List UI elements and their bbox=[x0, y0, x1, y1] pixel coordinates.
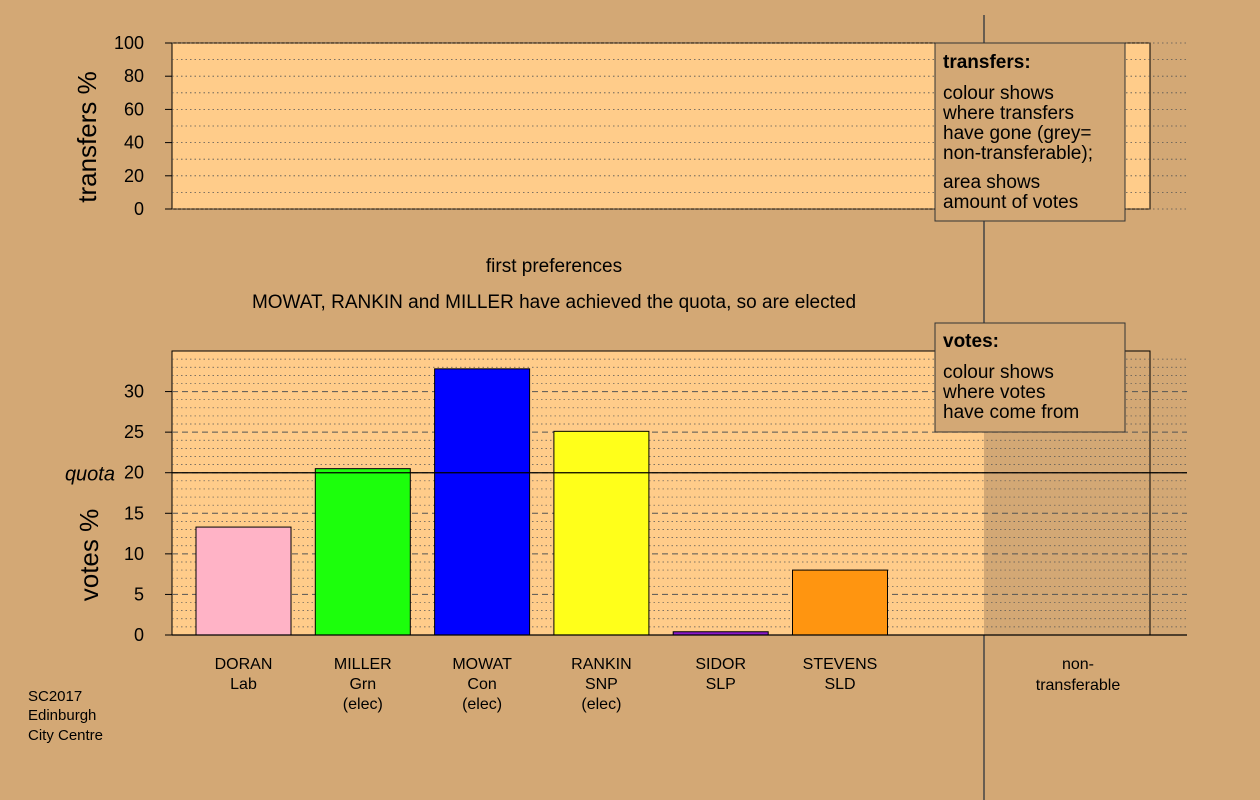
candidate-label: STEVENS bbox=[803, 656, 878, 673]
transfers-legend-title: transfers: bbox=[943, 52, 1031, 73]
candidate-label: SNP bbox=[585, 676, 618, 693]
votes-y-label: votes % bbox=[74, 509, 104, 602]
first-preferences-label: first preferences bbox=[486, 256, 622, 277]
candidate-label: (elec) bbox=[343, 696, 383, 713]
transfers-y-ticks: 0 20 40 60 80 100 bbox=[114, 33, 172, 219]
y-tick-label: 20 bbox=[124, 166, 144, 186]
candidate-label: RANKIN bbox=[571, 656, 631, 673]
candidate-label: Lab bbox=[230, 676, 257, 693]
votes-legend-line: where votes bbox=[942, 382, 1045, 403]
candidate-label: Grn bbox=[349, 676, 376, 693]
candidate-label: SIDOR bbox=[695, 656, 746, 673]
ntf-label: transferable bbox=[1036, 677, 1121, 694]
y-tick-label: 0 bbox=[134, 625, 144, 645]
candidate-label: SLD bbox=[824, 676, 855, 693]
y-tick-label: 30 bbox=[124, 382, 144, 402]
quota-label: quota bbox=[65, 464, 115, 486]
votes-legend-line: have come from bbox=[943, 402, 1079, 423]
votes-legend-line: colour shows bbox=[943, 362, 1054, 383]
y-tick-label: 40 bbox=[124, 133, 144, 153]
transfers-legend-line: area shows bbox=[943, 172, 1040, 193]
bar bbox=[195, 526, 292, 636]
y-tick-label: 20 bbox=[124, 463, 144, 483]
status-message: MOWAT, RANKIN and MILLER have achieved t… bbox=[252, 292, 856, 313]
y-tick-label: 25 bbox=[124, 422, 144, 442]
y-tick-label: 10 bbox=[124, 544, 144, 564]
transfers-legend-line: colour shows bbox=[943, 83, 1054, 104]
candidate-label: (elec) bbox=[462, 696, 502, 713]
candidate-label: (elec) bbox=[581, 696, 621, 713]
transfers-legend-line: amount of votes bbox=[943, 192, 1078, 213]
caption-line: Edinburgh bbox=[28, 707, 96, 724]
bar bbox=[792, 569, 888, 636]
ntf-label: non- bbox=[1062, 656, 1094, 673]
votes-legend-title: votes: bbox=[943, 331, 999, 352]
bar bbox=[553, 430, 650, 636]
y-tick-label: 80 bbox=[124, 66, 144, 86]
transfers-legend-line: non-transferable); bbox=[943, 143, 1093, 164]
candidate-label: Con bbox=[467, 676, 496, 693]
candidate-label: SLP bbox=[706, 676, 736, 693]
caption-line: SC2017 bbox=[28, 688, 82, 705]
votes-bars bbox=[195, 368, 888, 636]
y-tick-label: 100 bbox=[114, 33, 144, 53]
bar bbox=[434, 368, 531, 636]
transfers-legend-line: have gone (grey= bbox=[943, 123, 1091, 144]
transfers-legend-line: where transfers bbox=[942, 103, 1074, 124]
y-tick-label: 60 bbox=[124, 99, 144, 119]
candidate-label: MOWAT bbox=[452, 656, 512, 673]
candidate-label: MILLER bbox=[334, 656, 392, 673]
candidate-labels: DORAN Lab MILLER Grn (elec) MOWAT Con (elec) RAN… bbox=[215, 656, 878, 713]
y-tick-label: 5 bbox=[134, 584, 144, 604]
caption-line: City Centre bbox=[28, 727, 103, 744]
transfers-y-label: transfers % bbox=[72, 71, 102, 203]
candidate-label: DORAN bbox=[215, 656, 273, 673]
y-tick-label: 0 bbox=[134, 199, 144, 219]
bar bbox=[314, 468, 411, 636]
transfers-legend-box: transfers: colour shows where transfers … bbox=[934, 42, 1126, 222]
y-tick-label: 15 bbox=[124, 503, 144, 523]
votes-legend-box: votes: colour shows where votes have com… bbox=[934, 322, 1126, 433]
votes-y-ticks: 0 5 10 15 20 25 30 bbox=[124, 382, 172, 645]
